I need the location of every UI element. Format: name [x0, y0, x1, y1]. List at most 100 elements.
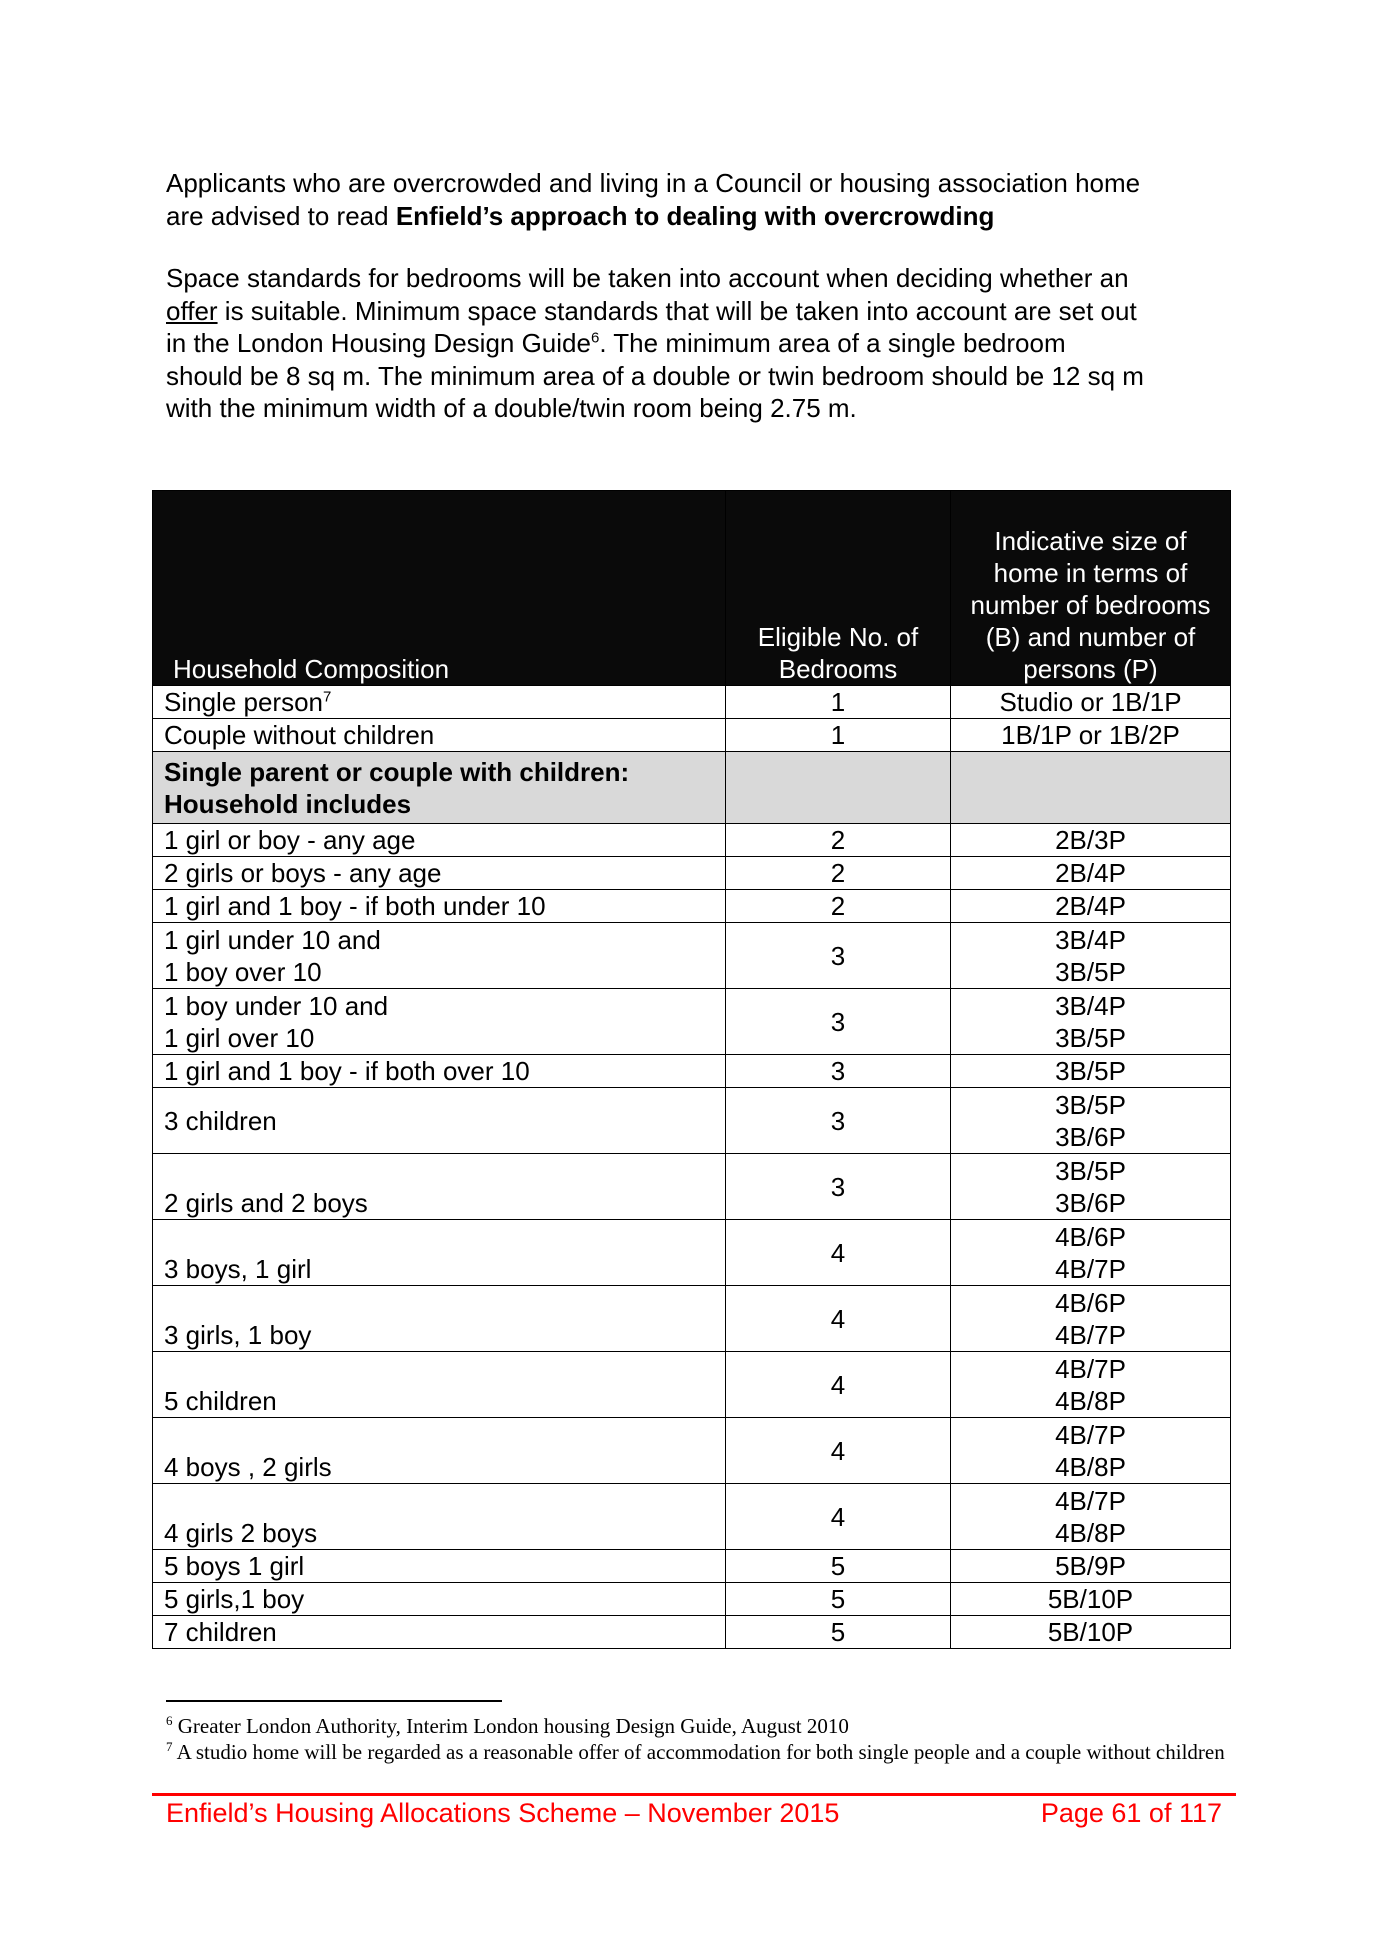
household-composition-cell: 1 girl and 1 boy - if both under 10 — [152, 889, 726, 923]
eligible-bedrooms-cell: 3 — [725, 922, 951, 989]
indicative-size-cell: 3B/5P 3B/6P — [950, 1153, 1231, 1220]
household-composition-cell-text: Single parent or couple with children: H… — [164, 756, 630, 819]
indicative-size-cell-text: 1B/1P or 1B/2P — [1001, 720, 1180, 750]
indicative-size-cell: 4B/7P 4B/8P — [950, 1351, 1231, 1418]
household-composition-cell: 2 girls and 2 boys — [152, 1153, 726, 1220]
footer-rule — [152, 1793, 1236, 1796]
household-composition-cell: 5 girls,1 boy — [152, 1582, 726, 1616]
household-composition-cell-text: 3 children — [164, 1105, 277, 1136]
household-composition-cell-text: 2 girls and 2 boys — [164, 1188, 368, 1218]
footnote-7: 7 A studio home will be regarded as a re… — [166, 1739, 1226, 1765]
eligible-bedrooms-cell: 3 — [725, 1054, 951, 1088]
household-composition-cell: 1 girl and 1 boy - if both over 10 — [152, 1054, 726, 1088]
table-row: Couple without children 1 1B/1P or 1B/2P — [152, 718, 1231, 752]
eligible-bedrooms-cell-text: 4 — [830, 1435, 846, 1466]
indicative-size-cell-text: Studio or 1B/1P — [999, 687, 1182, 717]
footnote-ref[interactable]: 6 — [590, 329, 600, 347]
footnote-ref[interactable]: 7 — [323, 688, 332, 706]
eligible-bedrooms-cell-text: 1 — [830, 687, 846, 717]
footer-title: Enfield’s Housing Allocations Scheme – N… — [166, 1798, 840, 1828]
table-group-row: Single parent or couple with children: H… — [152, 751, 1231, 824]
household-composition-cell: 4 girls 2 boys — [152, 1483, 726, 1550]
table-header-row: Household Composition Eligible No. of Be… — [152, 490, 1231, 686]
table-row: 5 children 4 4B/7P 4B/8P — [152, 1351, 1231, 1418]
household-composition-cell-text: 4 girls 2 boys — [164, 1518, 318, 1548]
household-composition-cell: 4 boys , 2 girls — [152, 1417, 726, 1484]
household-composition-cell-text: 7 children — [164, 1617, 277, 1647]
intro-line: are advised to read Enfield’s approach t… — [166, 200, 1246, 233]
indicative-size-cell: 4B/6P 4B/7P — [950, 1285, 1231, 1352]
eligible-bedrooms-cell — [725, 751, 951, 824]
household-composition-cell-text: 1 boy under 10 and 1 girl over 10 — [164, 990, 389, 1053]
table-row: 7 children 5 5B/10P — [152, 1615, 1231, 1649]
household-composition-cell: 1 boy under 10 and 1 girl over 10 — [152, 988, 726, 1055]
eligible-bedrooms-cell: 3 — [725, 988, 951, 1055]
eligible-bedrooms-cell-text: 1 — [830, 720, 846, 750]
household-composition-cell-text: 1 girl under 10 and 1 boy over 10 — [164, 924, 381, 987]
indicative-size-cell-text: 3B/5P 3B/6P — [1055, 1089, 1126, 1152]
table-row: 1 girl and 1 boy - if both over 10 3 3B/5P — [152, 1054, 1231, 1088]
indicative-size-cell: 5B/10P — [950, 1582, 1231, 1616]
household-composition-cell: Single person7 — [152, 685, 726, 719]
indicative-size-cell: 3B/5P — [950, 1054, 1231, 1088]
indicative-size-cell: 2B/4P — [950, 856, 1231, 890]
para-text: is suitable. Minimum space standards tha… — [217, 295, 1137, 326]
eligible-bedrooms-cell-text: 3 — [830, 1105, 846, 1136]
eligible-bedrooms-cell: 4 — [725, 1351, 951, 1418]
household-composition-cell-text: 2 girls or boys - any age — [164, 858, 442, 888]
indicative-size-cell-text: 4B/7P 4B/8P — [1055, 1419, 1126, 1482]
table-row: 1 boy under 10 and 1 girl over 10 3 3B/4P … — [152, 988, 1231, 1055]
household-composition-cell: 2 girls or boys - any age — [152, 856, 726, 890]
eligible-bedrooms-cell-text: 4 — [830, 1369, 846, 1400]
eligible-bedrooms-cell: 3 — [725, 1087, 951, 1154]
table-row: Single person7 1 Studio or 1B/1P — [152, 685, 1231, 719]
indicative-size-cell: 2B/4P — [950, 889, 1231, 923]
para-line: offer is suitable. Minimum space standar… — [166, 295, 1246, 328]
household-composition-cell: 5 boys 1 girl — [152, 1549, 726, 1583]
eligible-bedrooms-cell: 4 — [725, 1285, 951, 1352]
household-composition-cell-text: 3 girls, 1 boy — [164, 1320, 312, 1350]
eligible-bedrooms-cell-text: 3 — [830, 1006, 846, 1037]
eligible-bedrooms-cell: 2 — [725, 889, 951, 923]
eligible-bedrooms-cell: 5 — [725, 1615, 951, 1649]
indicative-size-cell: 4B/7P 4B/8P — [950, 1417, 1231, 1484]
eligible-bedrooms-cell: 5 — [725, 1582, 951, 1616]
household-composition-cell: 3 boys, 1 girl — [152, 1219, 726, 1286]
household-composition-cell: 3 children — [152, 1087, 726, 1154]
eligible-bedrooms-cell: 2 — [725, 823, 951, 857]
eligible-bedrooms-cell: 1 — [725, 685, 951, 719]
footnote-text: A studio home will be regarded as a reas… — [176, 1740, 1225, 1764]
household-composition-cell-text: 5 children — [164, 1386, 277, 1416]
indicative-size-cell — [950, 751, 1231, 824]
table-row: 1 girl and 1 boy - if both under 10 2 2B/4… — [152, 889, 1231, 923]
table-row: 1 girl under 10 and 1 boy over 10 3 3B/4P … — [152, 922, 1231, 989]
eligible-bedrooms-cell-text: 5 — [830, 1551, 846, 1581]
eligible-bedrooms-cell-text: 2 — [830, 891, 846, 921]
household-composition-cell: 7 children — [152, 1615, 726, 1649]
para-text: in the London Housing Design Guide — [166, 328, 591, 358]
household-composition-cell: 3 girls, 1 boy — [152, 1285, 726, 1352]
para-line: should be 8 sq m. The minimum area of a … — [166, 360, 1144, 391]
indicative-size-cell-text: 4B/7P 4B/8P — [1055, 1353, 1126, 1416]
indicative-size-cell: 3B/4P 3B/5P — [950, 922, 1231, 989]
footnote-number: 7 — [166, 1739, 173, 1754]
footnote-number: 6 — [166, 1713, 173, 1728]
footnote-text: Greater London Authority, Interim London… — [177, 1714, 849, 1738]
household-composition-cell-text: 5 boys 1 girl — [164, 1551, 305, 1581]
household-composition-cell-text: 1 girl and 1 boy - if both over 10 — [164, 1056, 530, 1086]
offer-link[interactable]: offer — [166, 295, 218, 326]
indicative-size-cell-text: 4B/7P 4B/8P — [1055, 1485, 1126, 1548]
eligible-bedrooms-cell: 4 — [725, 1219, 951, 1286]
para-line: in the London Housing Design Guide6. The… — [166, 327, 1246, 360]
household-composition-cell: Single parent or couple with children: H… — [152, 751, 726, 824]
indicative-size-cell-text: 2B/4P — [1055, 858, 1126, 888]
household-bedroom-table: Household Composition Eligible No. of Be… — [152, 490, 1231, 1649]
indicative-size-cell: 3B/4P 3B/5P — [950, 988, 1231, 1055]
indicative-size-cell-text: 2B/4P — [1055, 891, 1126, 921]
table-row: 3 children 3 3B/5P 3B/6P — [152, 1087, 1231, 1154]
household-composition-cell: Couple without children — [152, 718, 726, 752]
indicative-size-cell-text: 3B/5P 3B/6P — [1055, 1155, 1126, 1218]
table-row: 3 girls, 1 boy 4 4B/6P 4B/7P — [152, 1285, 1231, 1352]
table-row: 4 girls 2 boys 4 4B/7P 4B/8P — [152, 1483, 1231, 1550]
para-line: Space standards for bedrooms will be tak… — [166, 263, 1129, 293]
